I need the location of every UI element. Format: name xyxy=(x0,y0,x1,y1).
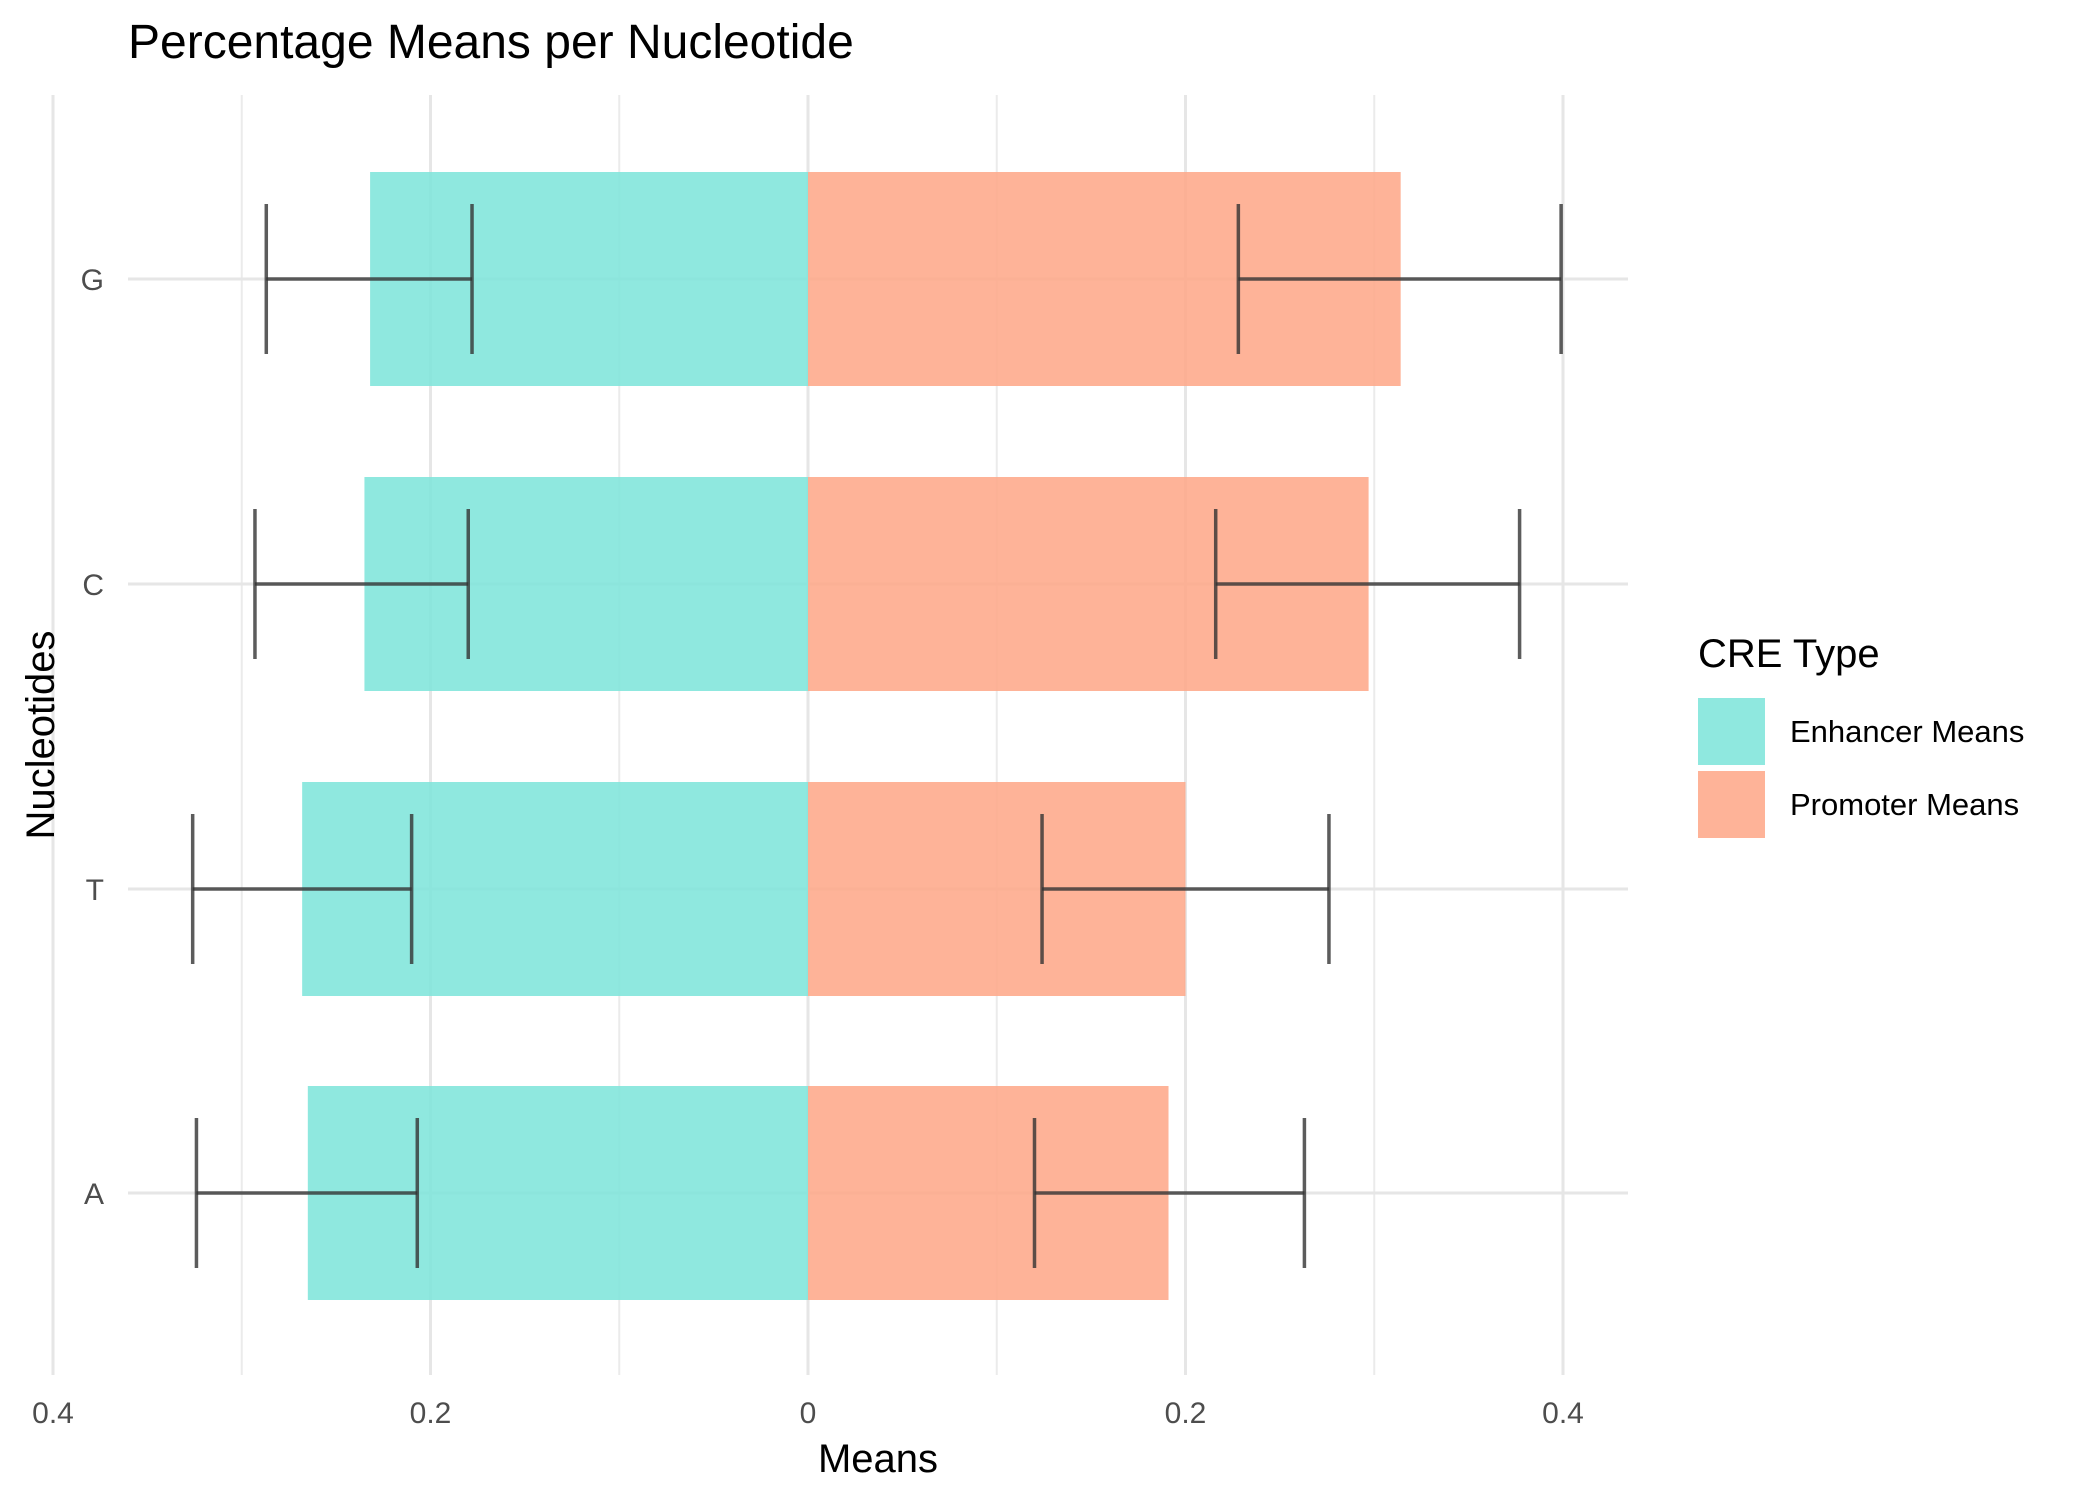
legend-label: Promoter Means xyxy=(1790,787,2019,822)
x-tick-label: 0.2 xyxy=(410,1397,452,1430)
legend-key xyxy=(1698,698,1765,765)
errorbar-enhancer-C xyxy=(253,509,470,659)
legend-label: Enhancer Means xyxy=(1790,714,2024,749)
errorbar-promoter-A xyxy=(1032,1118,1307,1268)
bars xyxy=(302,172,1401,1300)
legend-item-enhancer: Enhancer Means xyxy=(1698,698,2024,765)
legend-title: CRE Type xyxy=(1698,632,1880,676)
errorbar-promoter-T xyxy=(1040,814,1331,964)
tick-labels: 0.4 0.2 0 0.2 0.4 A T C G xyxy=(32,264,1584,1430)
errorbar-promoter-C xyxy=(1213,509,1522,659)
x-tick-label: 0.4 xyxy=(32,1397,74,1430)
error-bars xyxy=(190,204,1563,1268)
errorbar-enhancer-G xyxy=(264,204,474,354)
y-tick-label: T xyxy=(86,874,104,907)
x-tick-label: 0.2 xyxy=(1165,1397,1207,1430)
legend-items: Enhancer Means Promoter Means xyxy=(1698,698,2024,838)
chart-title: Percentage Means per Nucleotide xyxy=(128,16,854,69)
errorbar-enhancer-A xyxy=(194,1118,420,1268)
x-tick-label: 0.4 xyxy=(1542,1397,1584,1430)
errorbar-enhancer-T xyxy=(190,814,414,964)
x-tick-label: 0 xyxy=(800,1397,817,1430)
y-tick-label: A xyxy=(84,1178,104,1211)
errorbar-promoter-G xyxy=(1236,204,1563,354)
legend: CRE Type Enhancer Means Promoter Means xyxy=(1698,632,2024,838)
y-axis-title: Nucleotides xyxy=(19,630,63,839)
legend-key xyxy=(1698,771,1765,838)
x-axis-title: Means xyxy=(818,1437,938,1481)
legend-item-promoter: Promoter Means xyxy=(1698,771,2019,838)
y-tick-label: G xyxy=(81,264,104,297)
y-tick-label: C xyxy=(82,569,104,602)
